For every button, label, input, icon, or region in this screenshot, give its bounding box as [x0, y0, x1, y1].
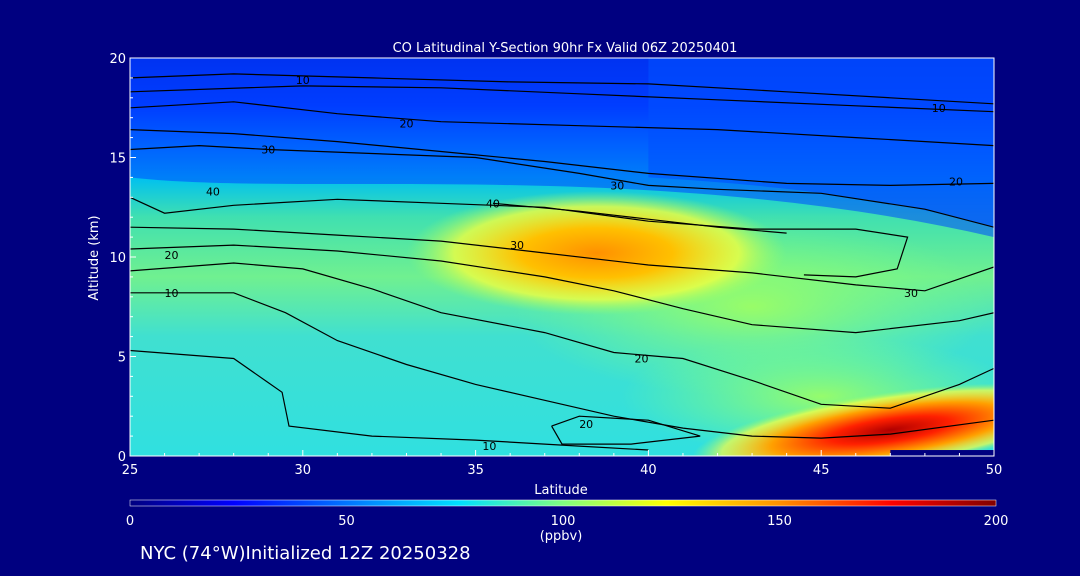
- contour-line: [130, 196, 909, 278]
- contour-label: 20: [579, 418, 593, 431]
- field-surface-max: [692, 383, 994, 456]
- y-tick-label: 5: [118, 351, 126, 366]
- contour-label: 10: [932, 102, 946, 115]
- y-tick-label: 0: [118, 450, 126, 465]
- contour-line: [130, 144, 994, 228]
- x-tick-label: 35: [467, 463, 484, 478]
- contour-labels: 10 10 20 20 30 30 30 30 40 40 20 10 20 20 10: [164, 74, 963, 453]
- x-tick-label: 40: [640, 463, 657, 478]
- contour-label: 20: [164, 249, 178, 262]
- contour-line: [130, 244, 994, 334]
- colorbar-tick-label: 100: [551, 514, 576, 529]
- chart-title: CO Latitudinal Y-Section 90hr Fx Valid 0…: [393, 41, 738, 56]
- footer-initialized: NYC (74°W)Initialized 12Z 20250328: [140, 543, 471, 564]
- y-tick-label: 20: [109, 52, 126, 67]
- colorbar-tick-label: 200: [984, 514, 1009, 529]
- y-tick-label: 15: [109, 152, 126, 167]
- contour-line: [130, 226, 994, 292]
- contour-line: [130, 85, 994, 113]
- contour-line: [130, 129, 994, 187]
- contour-label: 30: [904, 287, 918, 300]
- contour-line: [130, 101, 994, 147]
- contour-label: 40: [206, 185, 220, 198]
- y-tick-label: 10: [109, 251, 126, 266]
- contour-label: 30: [510, 239, 524, 252]
- contour-line: [130, 262, 994, 409]
- colorbar-ticks: 0 50 100 150 200: [126, 514, 1009, 529]
- contour-label: 20: [634, 352, 648, 365]
- x-axis-label: Latitude: [534, 483, 588, 498]
- x-tick-label: 50: [986, 463, 1003, 478]
- contour-label: 30: [610, 179, 624, 192]
- axes: 25 30 35 40 45 50 0 5 10 15 20: [109, 52, 1002, 478]
- contour-label: 10: [482, 440, 496, 453]
- x-tick-label: 45: [813, 463, 830, 478]
- contour-label: 10: [296, 74, 310, 87]
- contour-lines: [130, 73, 994, 451]
- contour-label: 20: [949, 175, 963, 188]
- colorbar: [129, 499, 997, 507]
- contour-fill: [130, 58, 994, 456]
- contour-line: [130, 292, 994, 439]
- contour-label: 20: [399, 118, 413, 131]
- contour-label: 40: [486, 197, 500, 210]
- x-tick-label: 30: [295, 463, 312, 478]
- contour-line: [492, 202, 787, 234]
- x-tick-label: 25: [122, 463, 139, 478]
- field-ut-max: [406, 191, 787, 316]
- colorbar-unit: (ppbv): [540, 529, 583, 544]
- contour-line: [551, 415, 701, 445]
- colorbar-tick-label: 150: [767, 514, 792, 529]
- colorbar-tick-label: 50: [338, 514, 355, 529]
- y-axis-label: Altitude (km): [87, 215, 102, 300]
- contour-label: 10: [164, 287, 178, 300]
- contour-label: 30: [261, 144, 275, 157]
- field-terrain-mask: [890, 450, 994, 456]
- colorbar-tick-label: 0: [126, 514, 134, 529]
- contour-line: [130, 73, 994, 105]
- contour-line: [130, 349, 649, 451]
